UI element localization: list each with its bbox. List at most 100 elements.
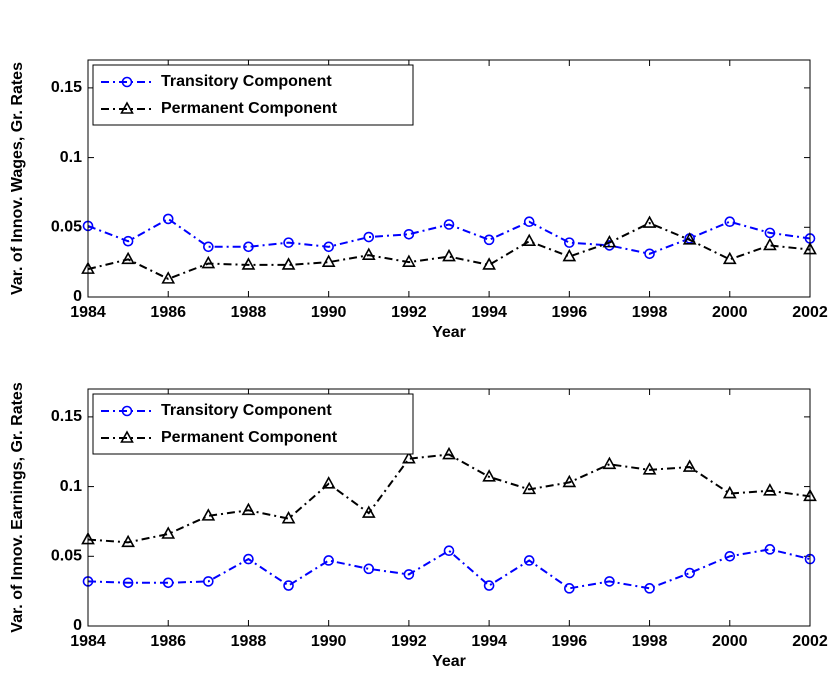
legend-box bbox=[92, 64, 414, 126]
x-tick-label: 1992 bbox=[391, 304, 427, 321]
x-tick-label: 1992 bbox=[391, 633, 427, 650]
x-tick-label: 1988 bbox=[231, 304, 267, 321]
data-point bbox=[161, 271, 176, 284]
data-point bbox=[682, 232, 697, 245]
data-point bbox=[724, 550, 736, 562]
data-point bbox=[402, 254, 416, 267]
data-point bbox=[764, 544, 776, 555]
x-tick-label: 1998 bbox=[632, 633, 668, 650]
x-tick-label: 1984 bbox=[70, 304, 106, 321]
data-point bbox=[361, 247, 376, 260]
legend-label: Permanent Component bbox=[161, 429, 338, 446]
data-point bbox=[523, 555, 535, 566]
legend-marker bbox=[121, 405, 133, 417]
x-tick-label: 2000 bbox=[712, 304, 748, 321]
data-point bbox=[562, 248, 577, 262]
data-point bbox=[642, 462, 657, 475]
x-tick-label: 1994 bbox=[471, 633, 507, 650]
series-line bbox=[87, 217, 811, 255]
data-point bbox=[564, 583, 575, 594]
series-line bbox=[87, 222, 811, 280]
data-point bbox=[724, 216, 736, 228]
data-point bbox=[243, 553, 254, 565]
data-point bbox=[522, 233, 537, 247]
legend-marker bbox=[120, 430, 134, 443]
data-point bbox=[321, 254, 336, 267]
x-tick-label: 1998 bbox=[632, 304, 668, 321]
x-tick-label: 1996 bbox=[552, 304, 588, 321]
data-point bbox=[122, 235, 134, 247]
data-point bbox=[403, 569, 415, 580]
data-point bbox=[682, 459, 697, 472]
data-point bbox=[482, 257, 496, 270]
data-point bbox=[162, 213, 174, 225]
data-point bbox=[764, 227, 776, 239]
data-point bbox=[121, 251, 135, 265]
data-point bbox=[162, 577, 174, 589]
data-point bbox=[483, 580, 495, 591]
data-point bbox=[642, 215, 657, 228]
x-tick-label: 1986 bbox=[150, 304, 186, 321]
x-tick-label: 1990 bbox=[311, 304, 347, 321]
y-tick-label: 0 bbox=[73, 288, 82, 305]
x-tick-label: 1986 bbox=[150, 633, 186, 650]
legend-marker bbox=[121, 76, 133, 88]
data-point bbox=[203, 241, 214, 253]
data-point bbox=[241, 257, 256, 270]
data-point bbox=[281, 257, 296, 270]
y-axis-label: Var. of Innov. Earnings, Gr. Rates bbox=[9, 382, 26, 633]
data-point bbox=[122, 577, 134, 589]
data-point bbox=[722, 485, 737, 499]
legend-label: Transitory Component bbox=[161, 402, 332, 419]
series-line bbox=[87, 453, 811, 544]
data-point bbox=[323, 555, 334, 566]
data-point bbox=[644, 583, 655, 594]
data-point bbox=[203, 576, 214, 587]
x-tick-label: 2002 bbox=[792, 304, 828, 321]
x-tick-label: 1996 bbox=[552, 633, 588, 650]
data-point bbox=[523, 216, 535, 228]
data-point bbox=[243, 241, 254, 253]
data-point bbox=[722, 251, 737, 265]
x-tick-label: 1994 bbox=[471, 304, 507, 321]
axes-box bbox=[87, 59, 811, 298]
data-point bbox=[283, 580, 294, 591]
y-tick-label: 0.15 bbox=[51, 408, 82, 425]
legend-box bbox=[92, 393, 414, 455]
data-point bbox=[602, 234, 617, 248]
legend-marker bbox=[120, 101, 134, 114]
x-tick-label: 1990 bbox=[311, 633, 347, 650]
data-point bbox=[161, 526, 176, 539]
x-axis-label: Year bbox=[432, 324, 466, 341]
data-point bbox=[684, 567, 695, 579]
data-point bbox=[443, 219, 455, 230]
x-tick-label: 2002 bbox=[792, 633, 828, 650]
data-point bbox=[201, 255, 216, 269]
data-point bbox=[241, 502, 256, 516]
data-point bbox=[402, 451, 416, 464]
data-point bbox=[323, 241, 334, 253]
x-tick-label: 2000 bbox=[712, 633, 748, 650]
data-point bbox=[442, 248, 456, 262]
y-tick-label: 0 bbox=[73, 617, 82, 634]
data-point bbox=[363, 563, 375, 575]
x-tick-label: 1984 bbox=[70, 633, 106, 650]
data-point bbox=[403, 228, 415, 240]
legend-label: Transitory Component bbox=[161, 73, 332, 90]
data-point bbox=[602, 456, 617, 470]
data-point bbox=[763, 237, 777, 251]
y-tick-label: 0.05 bbox=[51, 219, 82, 236]
y-tick-label: 0.15 bbox=[51, 79, 82, 96]
data-point bbox=[482, 469, 496, 482]
data-point bbox=[564, 237, 575, 248]
data-point bbox=[121, 534, 135, 548]
series-line bbox=[87, 548, 811, 590]
data-point bbox=[483, 234, 495, 246]
data-point bbox=[443, 545, 455, 557]
data-point bbox=[763, 483, 777, 496]
x-axis-label: Year bbox=[432, 653, 466, 670]
data-point bbox=[201, 508, 216, 521]
y-tick-label: 0.1 bbox=[60, 149, 82, 166]
y-axis-label: Var. of Innov. Wages, Gr. Rates bbox=[9, 62, 26, 295]
